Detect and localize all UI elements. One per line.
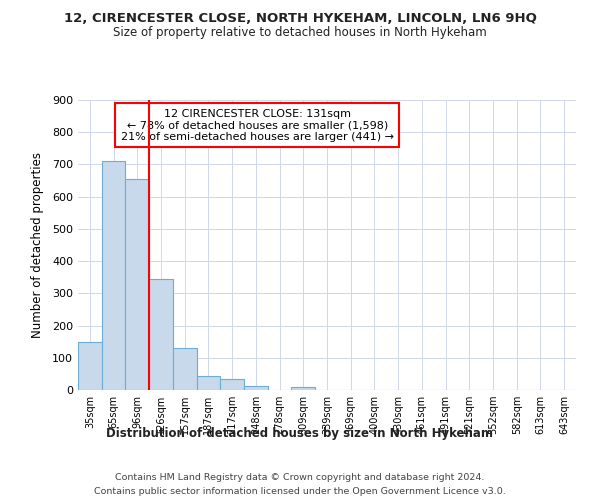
Text: Contains HM Land Registry data © Crown copyright and database right 2024.: Contains HM Land Registry data © Crown c… bbox=[115, 472, 485, 482]
Bar bbox=[220, 380, 244, 390]
Y-axis label: Number of detached properties: Number of detached properties bbox=[31, 152, 44, 338]
Text: Contains public sector information licensed under the Open Government Licence v3: Contains public sector information licen… bbox=[94, 488, 506, 496]
Bar bbox=[244, 386, 268, 390]
Bar bbox=[197, 376, 220, 390]
Text: 12 CIRENCESTER CLOSE: 131sqm
← 78% of detached houses are smaller (1,598)
21% of: 12 CIRENCESTER CLOSE: 131sqm ← 78% of de… bbox=[121, 108, 394, 142]
Bar bbox=[173, 348, 197, 390]
Text: Size of property relative to detached houses in North Hykeham: Size of property relative to detached ho… bbox=[113, 26, 487, 39]
Bar bbox=[149, 279, 173, 390]
Bar bbox=[102, 161, 125, 390]
Text: 12, CIRENCESTER CLOSE, NORTH HYKEHAM, LINCOLN, LN6 9HQ: 12, CIRENCESTER CLOSE, NORTH HYKEHAM, LI… bbox=[64, 12, 536, 26]
Text: Distribution of detached houses by size in North Hykeham: Distribution of detached houses by size … bbox=[107, 428, 493, 440]
Bar bbox=[125, 179, 149, 390]
Bar bbox=[292, 387, 315, 390]
Bar bbox=[78, 342, 102, 390]
